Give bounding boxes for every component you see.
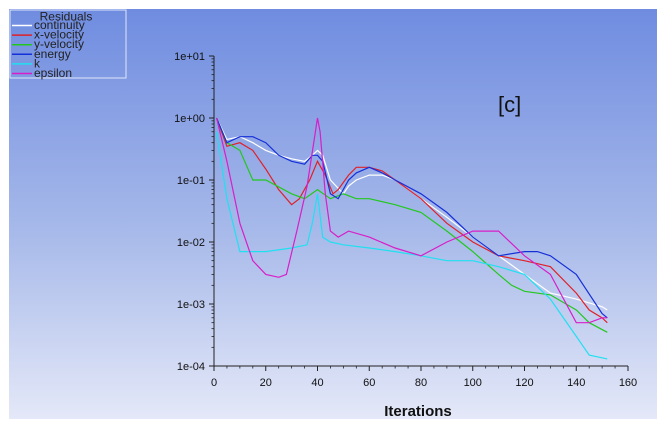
legend-box <box>9 9 127 79</box>
series-line-y-velocity <box>216 117 608 333</box>
legend-item-energy: energy <box>34 47 71 61</box>
x-tick-label: 80 <box>415 377 427 389</box>
y-tick-label: 1e+00 <box>174 113 205 125</box>
axes: 1e-04 1e-03 1e-02 1e-01 1e+00 1e+01 0 20 40 60 80 1… <box>174 51 637 389</box>
y-tick-label: 1e+01 <box>174 51 205 63</box>
legend-item-x-velocity: x-velocity <box>34 28 84 42</box>
x-tick-label: 140 <box>567 377 585 389</box>
y-tick-label: 1e-03 <box>177 299 205 311</box>
legend-item-continuity: continuity <box>34 18 85 32</box>
x-tick-label: 100 <box>464 377 482 389</box>
y-tick-label: 1e-02 <box>177 237 205 249</box>
series-line-epsilon <box>216 117 608 324</box>
x-tick-label: 60 <box>363 377 375 389</box>
legend: Residuals continuityx-velocityy-velocity… <box>9 9 127 80</box>
panel-label: [c] <box>498 92 521 117</box>
series-line-continuity <box>216 117 608 311</box>
y-tick-label: 1e-01 <box>177 175 205 187</box>
legend-item-y-velocity: y-velocity <box>34 37 84 51</box>
chart-background <box>9 9 657 419</box>
legend-title: Residuals <box>40 10 93 24</box>
series-line-x-velocity <box>216 117 608 324</box>
x-axis-label: Iterations <box>384 403 452 420</box>
series-line-energy <box>216 117 608 319</box>
x-tick-label: 20 <box>260 377 272 389</box>
x-tick-label: 40 <box>311 377 323 389</box>
legend-item-epsilon: epsilon <box>34 66 72 80</box>
legend-item-k: k <box>34 56 41 70</box>
plot-area <box>216 117 608 360</box>
x-tick-label: 120 <box>515 377 533 389</box>
x-tick-label: 0 <box>211 377 217 389</box>
x-tick-label: 160 <box>619 377 637 389</box>
series-line-k <box>216 131 608 360</box>
y-tick-label: 1e-04 <box>177 361 205 373</box>
